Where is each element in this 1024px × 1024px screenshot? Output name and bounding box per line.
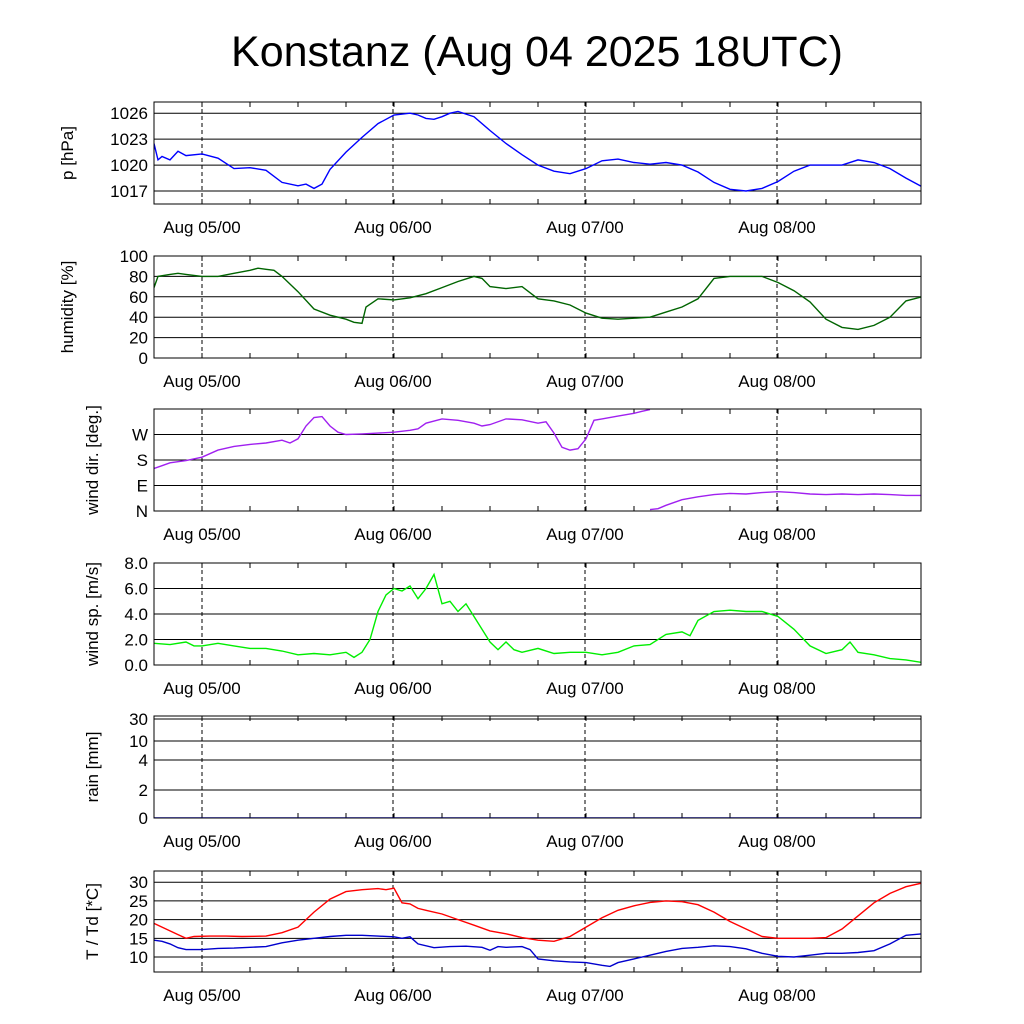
y-tick-label: 4.0 bbox=[124, 605, 148, 624]
x-tick-label: Aug 07/00 bbox=[546, 372, 624, 391]
y-tick-label: 100 bbox=[120, 247, 148, 266]
x-tick-label: Aug 06/00 bbox=[354, 679, 432, 698]
panel-frame bbox=[153, 255, 922, 359]
y-tick-label: 10 bbox=[129, 732, 148, 751]
panel-5: 0 2 410 30 rain [mm] Aug 05/00 Aug 06/00 Aug 07… bbox=[83, 710, 922, 851]
y-tick-label: 80 bbox=[129, 267, 148, 286]
y-tick-label: 8.0 bbox=[124, 554, 148, 573]
panel-frame bbox=[153, 408, 922, 512]
x-tick-label: Aug 05/00 bbox=[163, 218, 241, 237]
x-tick-label: Aug 07/00 bbox=[546, 832, 624, 851]
y-axis-label: humidity [%] bbox=[58, 261, 77, 354]
y-axis-label: T / Td [*C] bbox=[83, 883, 102, 960]
y-tick-label: 15 bbox=[129, 929, 148, 948]
series-line-temperature bbox=[154, 882, 921, 943]
panel-frame bbox=[153, 870, 922, 973]
panel-frame bbox=[153, 101, 922, 205]
y-tick-label: N bbox=[136, 502, 148, 521]
panel-1: 1017 1020 1023 1026 p [hPa] Aug 05/00 Aug 06/0… bbox=[58, 101, 922, 237]
y-tick-label: 0 bbox=[139, 809, 148, 828]
y-tick-label: 1017 bbox=[110, 182, 148, 201]
y-tick-label: 1020 bbox=[110, 156, 148, 175]
y-axis-label: wind sp. [m/s] bbox=[83, 562, 102, 667]
series-line-wind_speed bbox=[154, 572, 921, 664]
series-line-dewpoint bbox=[154, 933, 921, 968]
x-tick-label: Aug 06/00 bbox=[354, 986, 432, 1005]
x-tick-label: Aug 06/00 bbox=[354, 525, 432, 544]
chart-title: Konstanz (Aug 04 2025 18UTC) bbox=[231, 28, 843, 76]
panel-4: 0.0 2.0 4.0 6.0 8.0 wind sp. [m/s] Aug 05/00 Au… bbox=[83, 554, 922, 698]
series-line-pressure bbox=[154, 110, 921, 192]
x-tick-label: Aug 05/00 bbox=[163, 525, 241, 544]
y-tick-label: 1023 bbox=[110, 130, 148, 149]
series-line-wind_dir bbox=[649, 490, 921, 511]
y-tick-label: 2.0 bbox=[124, 631, 148, 650]
y-tick-label: 0.0 bbox=[124, 656, 148, 675]
x-tick-label: Aug 08/00 bbox=[738, 986, 816, 1005]
x-tick-label: Aug 06/00 bbox=[354, 218, 432, 237]
y-tick-label: 60 bbox=[129, 288, 148, 307]
series-line-wind_dir bbox=[1018, 409, 1024, 511]
x-tick-label: Aug 08/00 bbox=[738, 372, 816, 391]
x-tick-label: Aug 05/00 bbox=[163, 986, 241, 1005]
y-axis-label: rain [mm] bbox=[83, 732, 102, 803]
y-axis-label: wind dir. [deg.] bbox=[83, 405, 102, 516]
x-tick-label: Aug 06/00 bbox=[354, 832, 432, 851]
x-tick-label: Aug 07/00 bbox=[546, 525, 624, 544]
y-tick-label: S bbox=[137, 451, 148, 470]
y-tick-label: 0 bbox=[139, 349, 148, 368]
series-line-humidity bbox=[154, 267, 921, 331]
x-tick-label: Aug 07/00 bbox=[546, 986, 624, 1005]
y-tick-label: E bbox=[137, 477, 148, 496]
panel-frame bbox=[153, 715, 922, 819]
y-tick-label: 1026 bbox=[110, 104, 148, 123]
y-tick-label: W bbox=[132, 426, 148, 445]
x-tick-label: Aug 06/00 bbox=[354, 372, 432, 391]
y-tick-label: 20 bbox=[129, 329, 148, 348]
y-tick-label: 4 bbox=[139, 751, 148, 770]
y-tick-label: 2 bbox=[139, 781, 148, 800]
y-tick-label: 25 bbox=[129, 892, 148, 911]
x-tick-label: Aug 08/00 bbox=[738, 218, 816, 237]
x-tick-label: Aug 05/00 bbox=[163, 372, 241, 391]
x-tick-label: Aug 08/00 bbox=[738, 832, 816, 851]
series-line-wind_dir bbox=[154, 409, 651, 470]
panel-frame bbox=[153, 562, 922, 666]
x-tick-label: Aug 08/00 bbox=[738, 679, 816, 698]
x-tick-label: Aug 07/00 bbox=[546, 679, 624, 698]
y-axis-label: p [hPa] bbox=[58, 126, 77, 180]
y-tick-label: 30 bbox=[129, 710, 148, 729]
y-tick-label: 40 bbox=[129, 308, 148, 327]
y-tick-label: 10 bbox=[129, 948, 148, 967]
x-tick-label: Aug 08/00 bbox=[738, 525, 816, 544]
x-tick-label: Aug 05/00 bbox=[163, 679, 241, 698]
y-tick-label: 20 bbox=[129, 911, 148, 930]
x-tick-label: Aug 05/00 bbox=[163, 832, 241, 851]
y-tick-label: 6.0 bbox=[124, 580, 148, 599]
x-tick-label: Aug 07/00 bbox=[546, 218, 624, 237]
y-tick-label: 30 bbox=[129, 873, 148, 892]
